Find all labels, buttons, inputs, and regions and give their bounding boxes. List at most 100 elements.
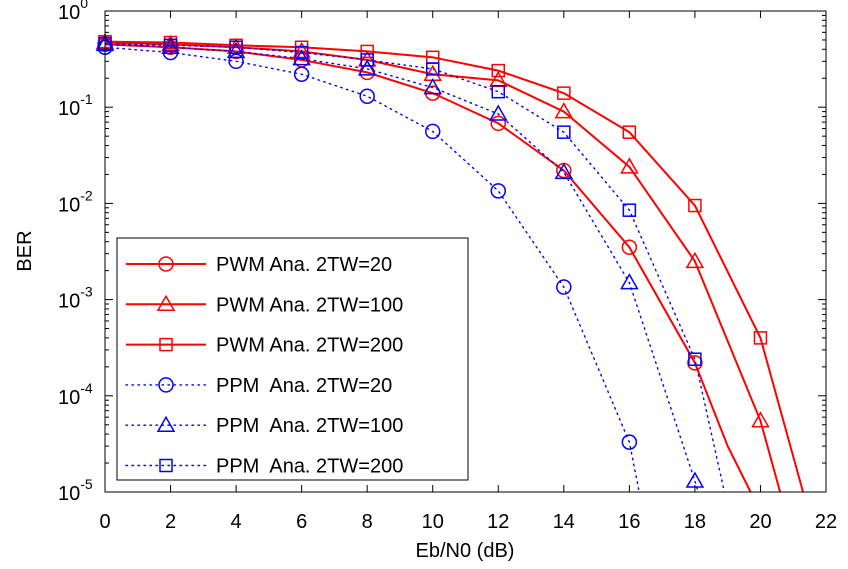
data-point-ppm-ana-2tw-200 <box>163 38 178 53</box>
y-tick-base: 10 <box>58 98 80 120</box>
y-tick-exponent: -2 <box>80 187 93 203</box>
series-line-pwm-ana-2tw-200 <box>105 40 805 492</box>
legend-marker <box>156 415 176 432</box>
legend-label: PPM Ana. 2TW=200 <box>216 456 403 478</box>
data-point-ppm-ana-2tw-20 <box>228 53 244 70</box>
data-point-ppm-ana-2tw-100 <box>226 41 246 59</box>
data-point-ppm-ana-2tw-200 <box>557 125 571 139</box>
data-point-ppm-ana-2tw-100 <box>161 37 180 54</box>
y-axis-label: BER <box>14 230 36 271</box>
legend-label: PPM Ana. 2TW=20 <box>216 375 392 397</box>
data-point-ppm-ana-2tw-100 <box>423 78 443 95</box>
legend-label: PWM Ana. 2TW=200 <box>216 335 403 357</box>
legend-label: PWM Ana. 2TW=100 <box>216 294 403 316</box>
data-point-pwm-ana-2tw-20 <box>687 355 703 371</box>
data-point-ppm-ana-2tw-200 <box>294 45 309 60</box>
y-tick-exponent: -1 <box>80 91 93 107</box>
series-line-ppm-ana-2tw-20 <box>105 46 640 492</box>
x-tick-label: 16 <box>618 511 640 533</box>
data-point-ppm-ana-2tw-200 <box>491 84 506 99</box>
data-point-ppm-ana-2tw-20 <box>556 279 572 295</box>
legend-box <box>116 237 469 481</box>
x-tick-label: 20 <box>749 511 771 533</box>
data-point-ppm-ana-2tw-200 <box>425 62 440 76</box>
x-axis-ticks: 0 2 4 6 8 10 12 14 16 18 20 22 <box>99 11 837 533</box>
legend-marker <box>158 377 174 393</box>
data-point-ppm-ana-2tw-20 <box>424 123 441 140</box>
x-tick-label: 10 <box>422 511 444 533</box>
legend-item: PWM Ana. 2TW=20 <box>126 254 392 276</box>
y-tick-base: 10 <box>58 483 80 505</box>
data-point-ppm-ana-2tw-100 <box>620 273 639 290</box>
x-tick-label: 0 <box>99 511 110 533</box>
data-point-ppm-ana-2tw-100 <box>488 104 508 121</box>
y-tick-label: 10-5 <box>58 476 93 505</box>
y-tick-label: 10-3 <box>58 284 93 313</box>
series-markers <box>95 33 770 488</box>
data-point-ppm-ana-2tw-200 <box>688 352 702 366</box>
legend-item: PWM Ana. 2TW=200 <box>126 335 403 357</box>
data-point-pwm-ana-2tw-100 <box>620 157 639 174</box>
legend-label: PPM Ana. 2TW=100 <box>216 415 403 437</box>
x-tick-label: 22 <box>815 511 837 533</box>
data-point-ppm-ana-2tw-200 <box>360 53 374 67</box>
data-point-ppm-ana-2tw-200 <box>622 203 637 217</box>
data-point-pwm-ana-2tw-20 <box>621 239 638 256</box>
data-point-ppm-ana-2tw-100 <box>292 49 311 66</box>
y-tick-exponent: -5 <box>80 476 93 492</box>
legend-item: PPM Ana. 2TW=100 <box>125 415 403 437</box>
y-tick-label: 10-1 <box>58 91 93 120</box>
data-point-pwm-ana-2tw-100 <box>751 411 770 428</box>
y-tick-base: 10 <box>58 194 80 216</box>
plot-frame <box>104 10 827 493</box>
data-point-ppm-ana-2tw-100 <box>357 59 377 76</box>
data-point-pwm-ana-2tw-100 <box>292 41 311 59</box>
x-tick-label: 6 <box>296 511 307 533</box>
data-point-pwm-ana-2tw-100 <box>685 251 705 269</box>
x-tick-label: 8 <box>362 511 373 533</box>
y-tick-exponent: -4 <box>80 380 93 396</box>
data-point-pwm-ana-2tw-100 <box>161 34 180 52</box>
y-tick-exponent: -3 <box>80 284 93 300</box>
legend-marker <box>156 294 176 312</box>
legend: PWM Ana. 2TW=20 PWM Ana. 2TW=100 PWM Ana. … <box>116 237 469 481</box>
legend-label: PWM Ana. 2TW=20 <box>216 254 392 276</box>
legend-marker <box>159 337 173 352</box>
y-tick-base: 10 <box>58 291 80 313</box>
data-point-pwm-ana-2tw-200 <box>688 198 702 213</box>
data-point-ppm-ana-2tw-20 <box>359 88 375 104</box>
x-axis-label: Eb/N0 (dB) <box>416 540 515 562</box>
data-point-ppm-ana-2tw-20 <box>293 66 310 83</box>
data-point-pwm-ana-2tw-20 <box>490 115 507 132</box>
data-point-pwm-ana-2tw-200 <box>491 63 506 78</box>
data-point-pwm-ana-2tw-200 <box>753 331 768 345</box>
data-point-pwm-ana-2tw-100 <box>554 102 574 119</box>
data-point-ppm-ana-2tw-100 <box>554 162 574 180</box>
data-point-ppm-ana-2tw-200 <box>229 40 243 54</box>
y-tick-label: 100 <box>58 0 88 24</box>
legend-item: PPM Ana. 2TW=200 <box>125 456 403 478</box>
y-tick-label: 10-4 <box>58 380 93 409</box>
legend-marker <box>159 458 173 473</box>
y-tick-exponent: 0 <box>80 0 88 11</box>
y-tick-label: 10-2 <box>58 187 93 216</box>
x-tick-label: 2 <box>165 511 176 533</box>
x-tick-label: 18 <box>684 511 706 533</box>
legend-item: PPM Ana. 2TW=20 <box>125 375 392 397</box>
legend-item: PWM Ana. 2TW=100 <box>126 294 403 316</box>
y-tick-base: 10 <box>58 2 80 24</box>
series-curves <box>105 40 805 492</box>
data-point-pwm-ana-2tw-200 <box>360 44 374 59</box>
data-point-pwm-ana-2tw-200 <box>557 86 571 100</box>
legend-marker <box>158 256 174 272</box>
data-point-ppm-ana-2tw-20 <box>621 434 638 450</box>
x-tick-label: 12 <box>487 511 509 533</box>
series-line-ppm-ana-2tw-200 <box>105 42 726 492</box>
data-point-ppm-ana-2tw-20 <box>490 183 507 199</box>
y-tick-base: 10 <box>58 387 80 409</box>
x-tick-label: 14 <box>553 511 575 533</box>
x-tick-label: 4 <box>231 511 242 533</box>
data-point-pwm-ana-2tw-200 <box>622 125 637 139</box>
